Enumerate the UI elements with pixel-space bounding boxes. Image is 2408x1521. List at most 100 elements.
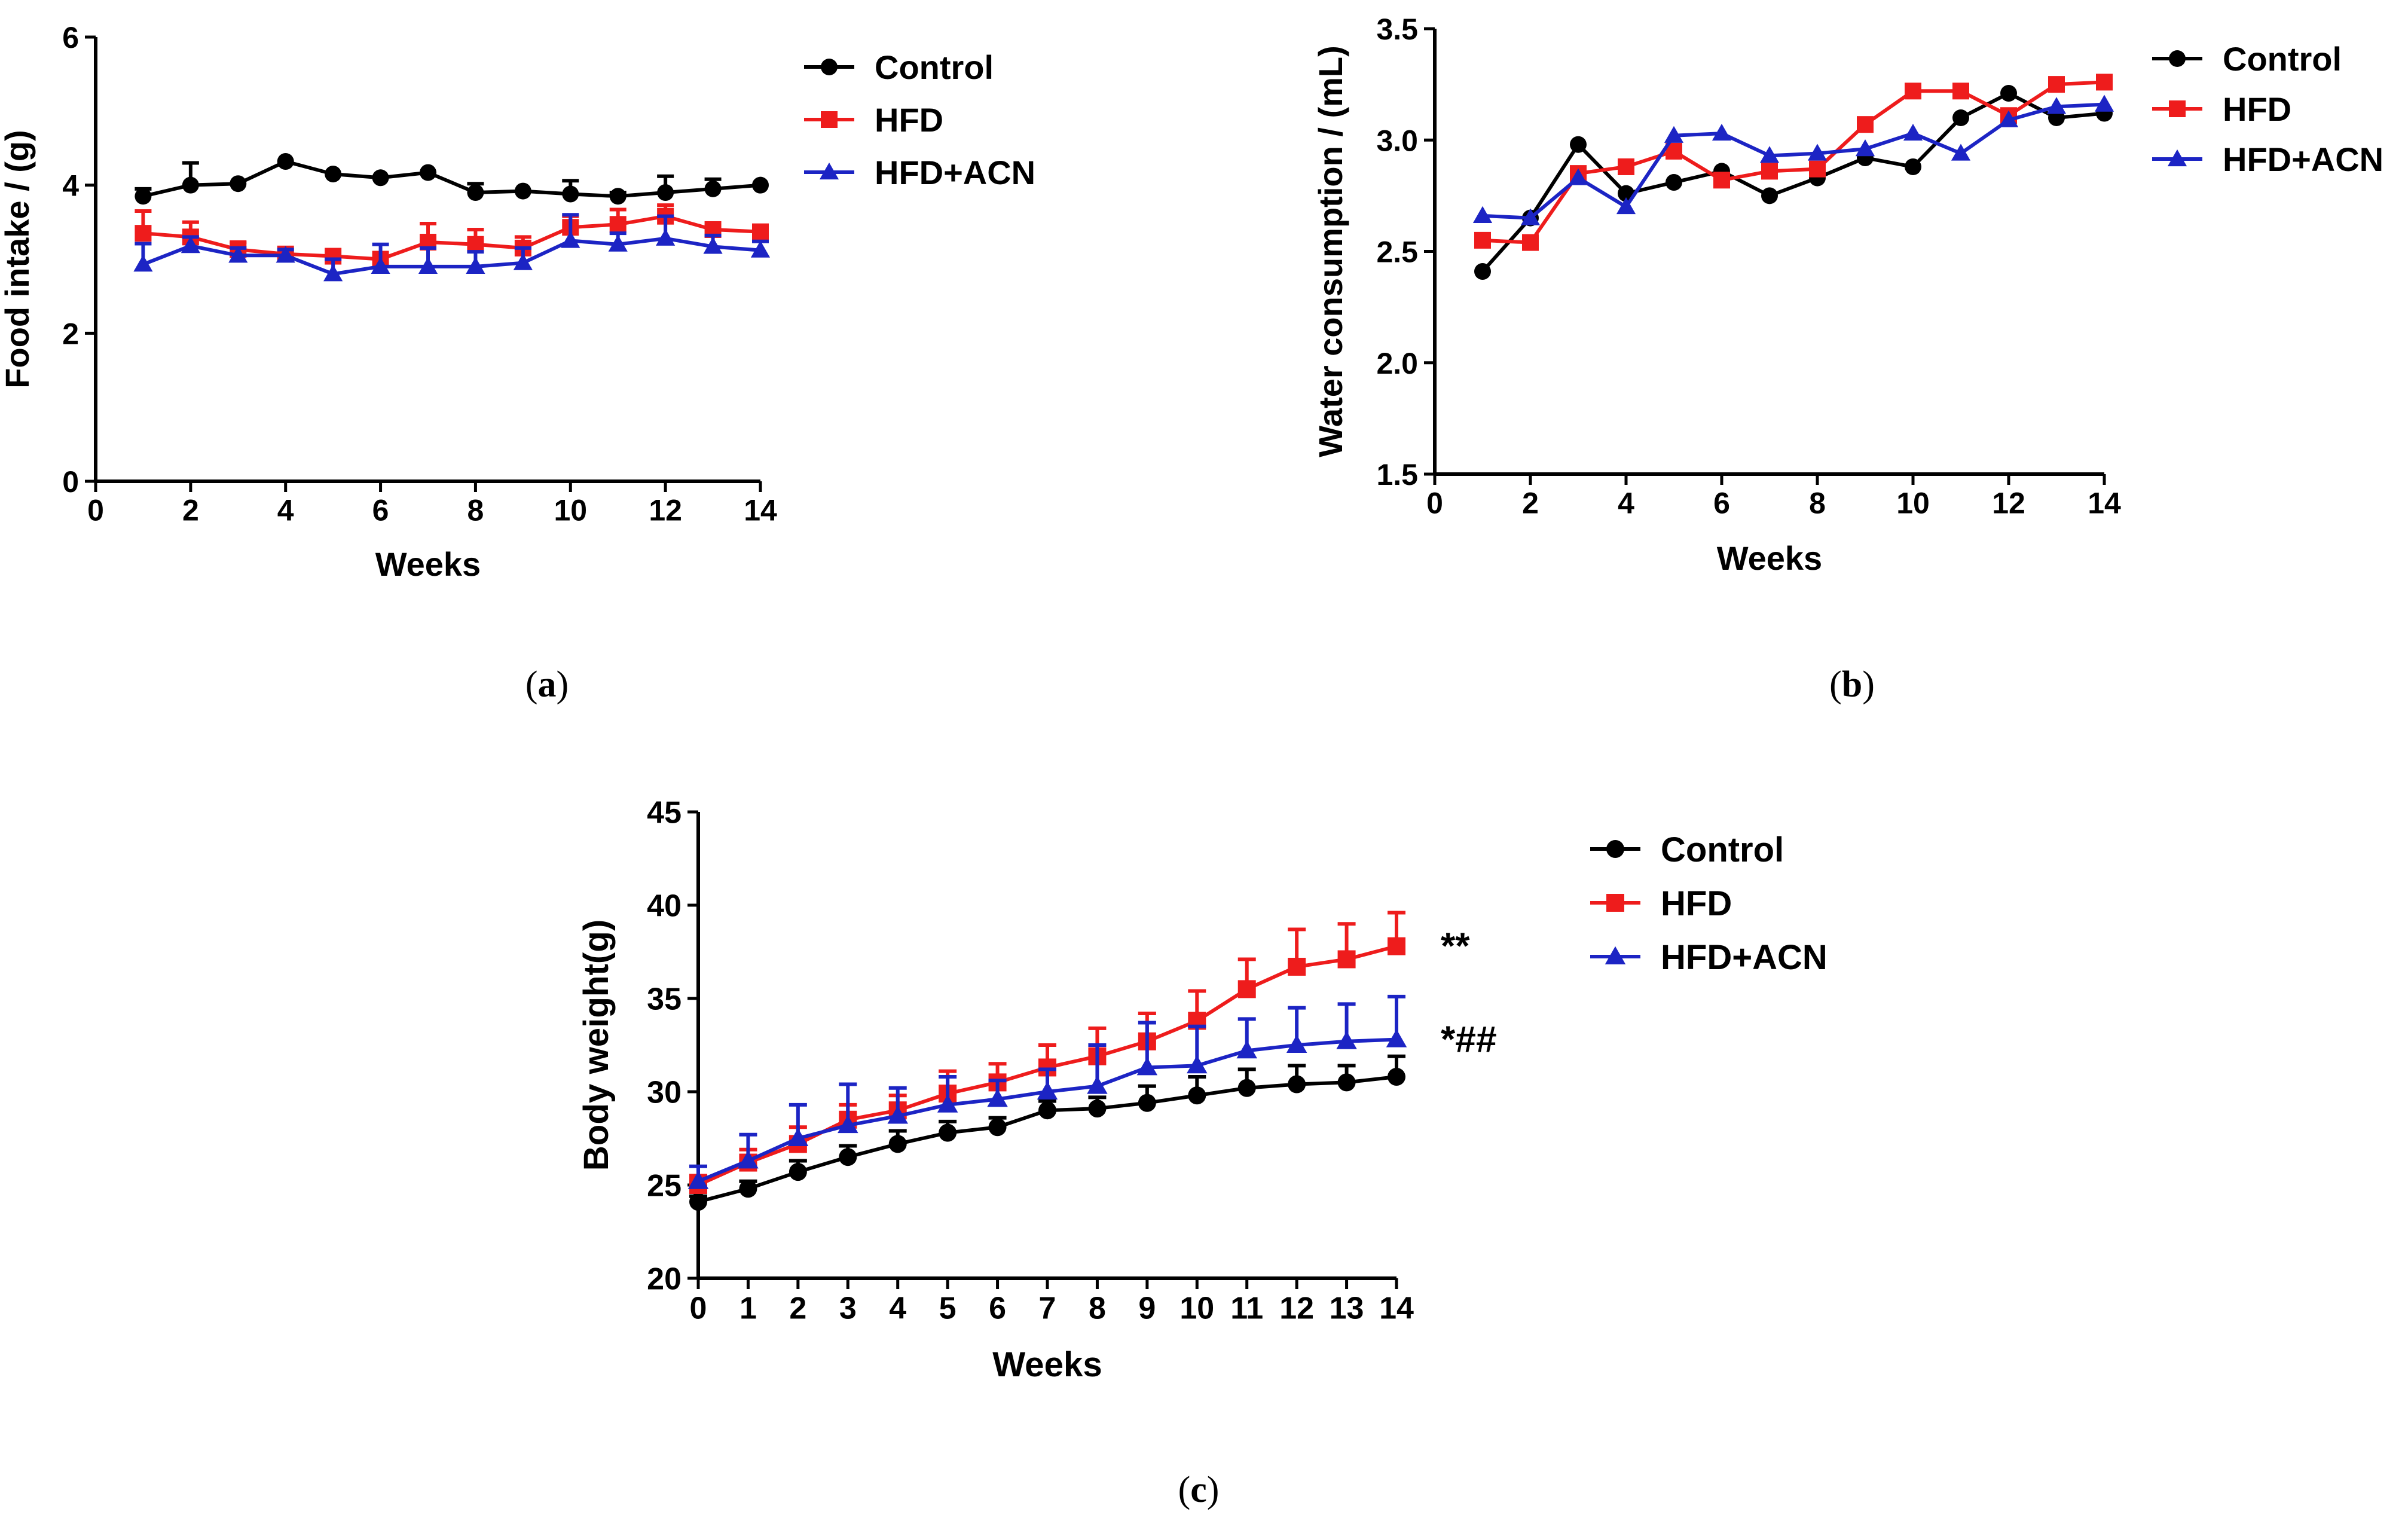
legend-label: HFD+ACN xyxy=(875,154,1035,191)
legend-marker xyxy=(2167,149,2187,167)
data-point xyxy=(420,164,436,181)
data-point xyxy=(1037,1081,1058,1099)
legend-marker xyxy=(1605,946,1626,964)
data-point xyxy=(1336,1031,1357,1049)
data-point xyxy=(888,1135,907,1153)
y-tick-label: 25 xyxy=(647,1169,682,1204)
series-hfd-acn xyxy=(687,994,1407,1189)
data-point xyxy=(1522,234,1539,251)
legend-label: HFD+ACN xyxy=(2223,141,2383,178)
data-point xyxy=(1087,1076,1108,1094)
data-point xyxy=(1474,231,1491,249)
data-point xyxy=(133,255,153,272)
data-point xyxy=(1388,937,1405,955)
x-tick-label: 2 xyxy=(1522,487,1539,520)
panel-b: 1.5 2.0 2.5 3.0 3.5 0 2 4 6 8 10 12 14 Weeks Water con… xyxy=(1312,13,2383,577)
data-point xyxy=(1855,139,1875,157)
data-point xyxy=(704,180,722,197)
data-point xyxy=(1520,208,1541,225)
x-tick-label: 3 xyxy=(839,1291,857,1325)
data-point xyxy=(1568,168,1588,185)
y-tick-label: 20 xyxy=(647,1262,682,1297)
data-point xyxy=(752,176,769,194)
data-point xyxy=(988,1118,1007,1137)
data-point xyxy=(656,228,676,246)
legend-item-control: Control xyxy=(804,48,994,86)
data-point xyxy=(561,231,580,248)
data-point xyxy=(1952,109,1969,126)
data-point xyxy=(609,216,627,233)
data-point xyxy=(2048,76,2065,93)
series-line xyxy=(142,236,761,276)
data-point xyxy=(1761,163,1778,180)
data-point xyxy=(789,1163,807,1181)
legend-item-hfd: HFD xyxy=(1590,884,1732,923)
data-point xyxy=(1136,1057,1158,1076)
legend-item-hfd: HFD xyxy=(804,101,943,139)
data-point xyxy=(1903,123,1923,141)
data-point xyxy=(562,185,579,203)
y-tick-label: 0 xyxy=(62,465,79,499)
data-point xyxy=(608,234,628,252)
x-tick-label: 4 xyxy=(889,1291,906,1325)
data-point xyxy=(1618,158,1634,175)
data-point xyxy=(1905,83,1921,100)
panel-a: 0 2 4 6 0 2 4 6 8 10 12 14 Weeks Food intake / (g) Con… xyxy=(0,21,1035,583)
data-point xyxy=(1807,143,1828,161)
data-point xyxy=(657,184,674,201)
series-control xyxy=(689,1054,1405,1211)
data-point xyxy=(1286,1034,1307,1053)
x-tick-label: 8 xyxy=(1089,1291,1106,1325)
data-point xyxy=(418,256,438,274)
y-tick-label: 2.0 xyxy=(1376,347,1418,380)
legend-item-hfd-acn: HFD+ACN xyxy=(804,154,1035,191)
y-tick-label: 3.0 xyxy=(1376,124,1418,157)
data-point xyxy=(2000,85,2017,102)
x-tick-label: 14 xyxy=(2088,487,2121,520)
legend-marker xyxy=(819,162,839,180)
data-point xyxy=(1337,1073,1356,1092)
x-tick-label: 0 xyxy=(87,494,104,527)
legend-item-hfd-acn: HFD+ACN xyxy=(1590,938,1828,977)
y-tick-label: 4 xyxy=(62,169,79,203)
data-point xyxy=(325,166,342,183)
series-hfd-acn xyxy=(1472,94,2114,225)
data-point xyxy=(1616,197,1636,215)
data-point xyxy=(514,182,531,200)
data-point xyxy=(1236,1040,1257,1059)
legend-label: Control xyxy=(1661,830,1784,869)
data-point xyxy=(887,1105,908,1124)
x-tick-label: 14 xyxy=(744,494,777,527)
series-hfd-acn xyxy=(133,213,771,282)
y-tick-label: 2.5 xyxy=(1376,236,1418,269)
x-tick-label: 8 xyxy=(467,494,484,527)
x-tick-label: 2 xyxy=(182,494,199,527)
data-point xyxy=(1474,263,1491,280)
data-point xyxy=(135,188,152,205)
caption-c: (c) xyxy=(1178,1470,1220,1510)
x-tick-label: 8 xyxy=(1809,487,1826,520)
series-line xyxy=(1481,91,2105,273)
data-point xyxy=(750,240,771,258)
legend: Control HFD HFD+ACN xyxy=(804,48,1035,191)
x-tick-label: 10 xyxy=(1179,1291,1214,1325)
legend-label: Control xyxy=(875,48,994,86)
x-tick-label: 10 xyxy=(554,494,587,527)
data-point xyxy=(1038,1101,1056,1120)
y-tick-label: 40 xyxy=(647,889,682,924)
x-tick-label: 0 xyxy=(690,1291,707,1325)
caption-c-letter: c xyxy=(1190,1470,1207,1510)
data-point xyxy=(839,1148,857,1166)
data-point xyxy=(1713,172,1730,189)
legend-marker xyxy=(2169,50,2186,67)
data-point xyxy=(1952,83,1969,100)
data-point xyxy=(513,253,533,270)
data-point xyxy=(1088,1099,1107,1118)
y-tick-label: 35 xyxy=(647,982,682,1017)
data-point xyxy=(703,237,723,254)
legend: Control HFD HFD+ACN xyxy=(2152,40,2383,178)
x-tick-label: 13 xyxy=(1330,1291,1364,1325)
caption-b: (b) xyxy=(1829,664,1875,705)
data-point xyxy=(1951,143,1971,161)
